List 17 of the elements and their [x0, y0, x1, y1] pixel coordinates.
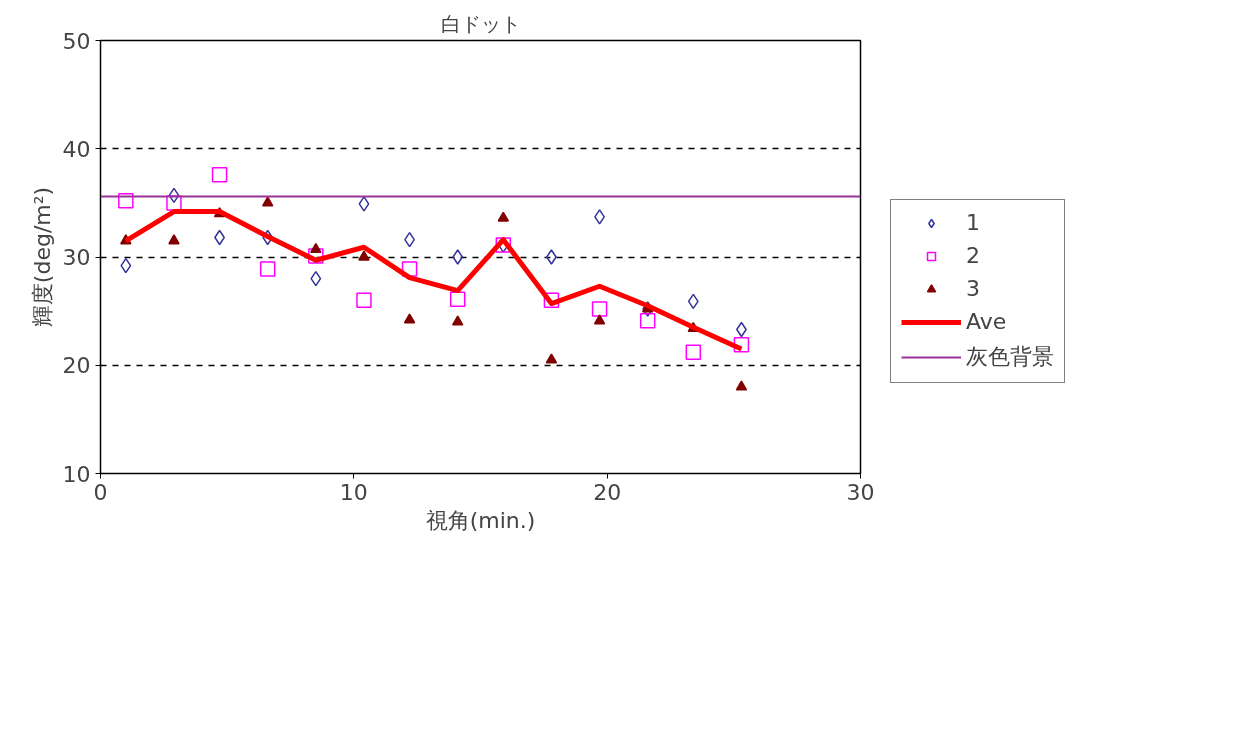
y-tick-label: 30 [62, 245, 91, 270]
x-tick-label: 20 [593, 479, 622, 505]
y-tick-label: 10 [62, 461, 91, 487]
y-tick-label: 20 [62, 353, 91, 379]
legend-label: 3 [966, 276, 981, 301]
y-tick-label: 40 [62, 136, 91, 162]
x-tick-label: 30 [846, 479, 875, 505]
y-tick-label: 50 [62, 28, 91, 54]
y-axis-title: 輝度(deg/m²) [29, 186, 55, 328]
legend-label: 灰色背景 [966, 343, 1054, 371]
legend-label: Ave [966, 309, 1007, 334]
legend-label: 2 [966, 243, 981, 268]
legend-label: 1 [966, 210, 981, 235]
x-axis-title: 視角(min.) [425, 507, 536, 533]
x-tick-label: 10 [339, 479, 368, 505]
chart-title: 白ドット [440, 11, 521, 36]
x-tick-label: 0 [93, 479, 108, 505]
